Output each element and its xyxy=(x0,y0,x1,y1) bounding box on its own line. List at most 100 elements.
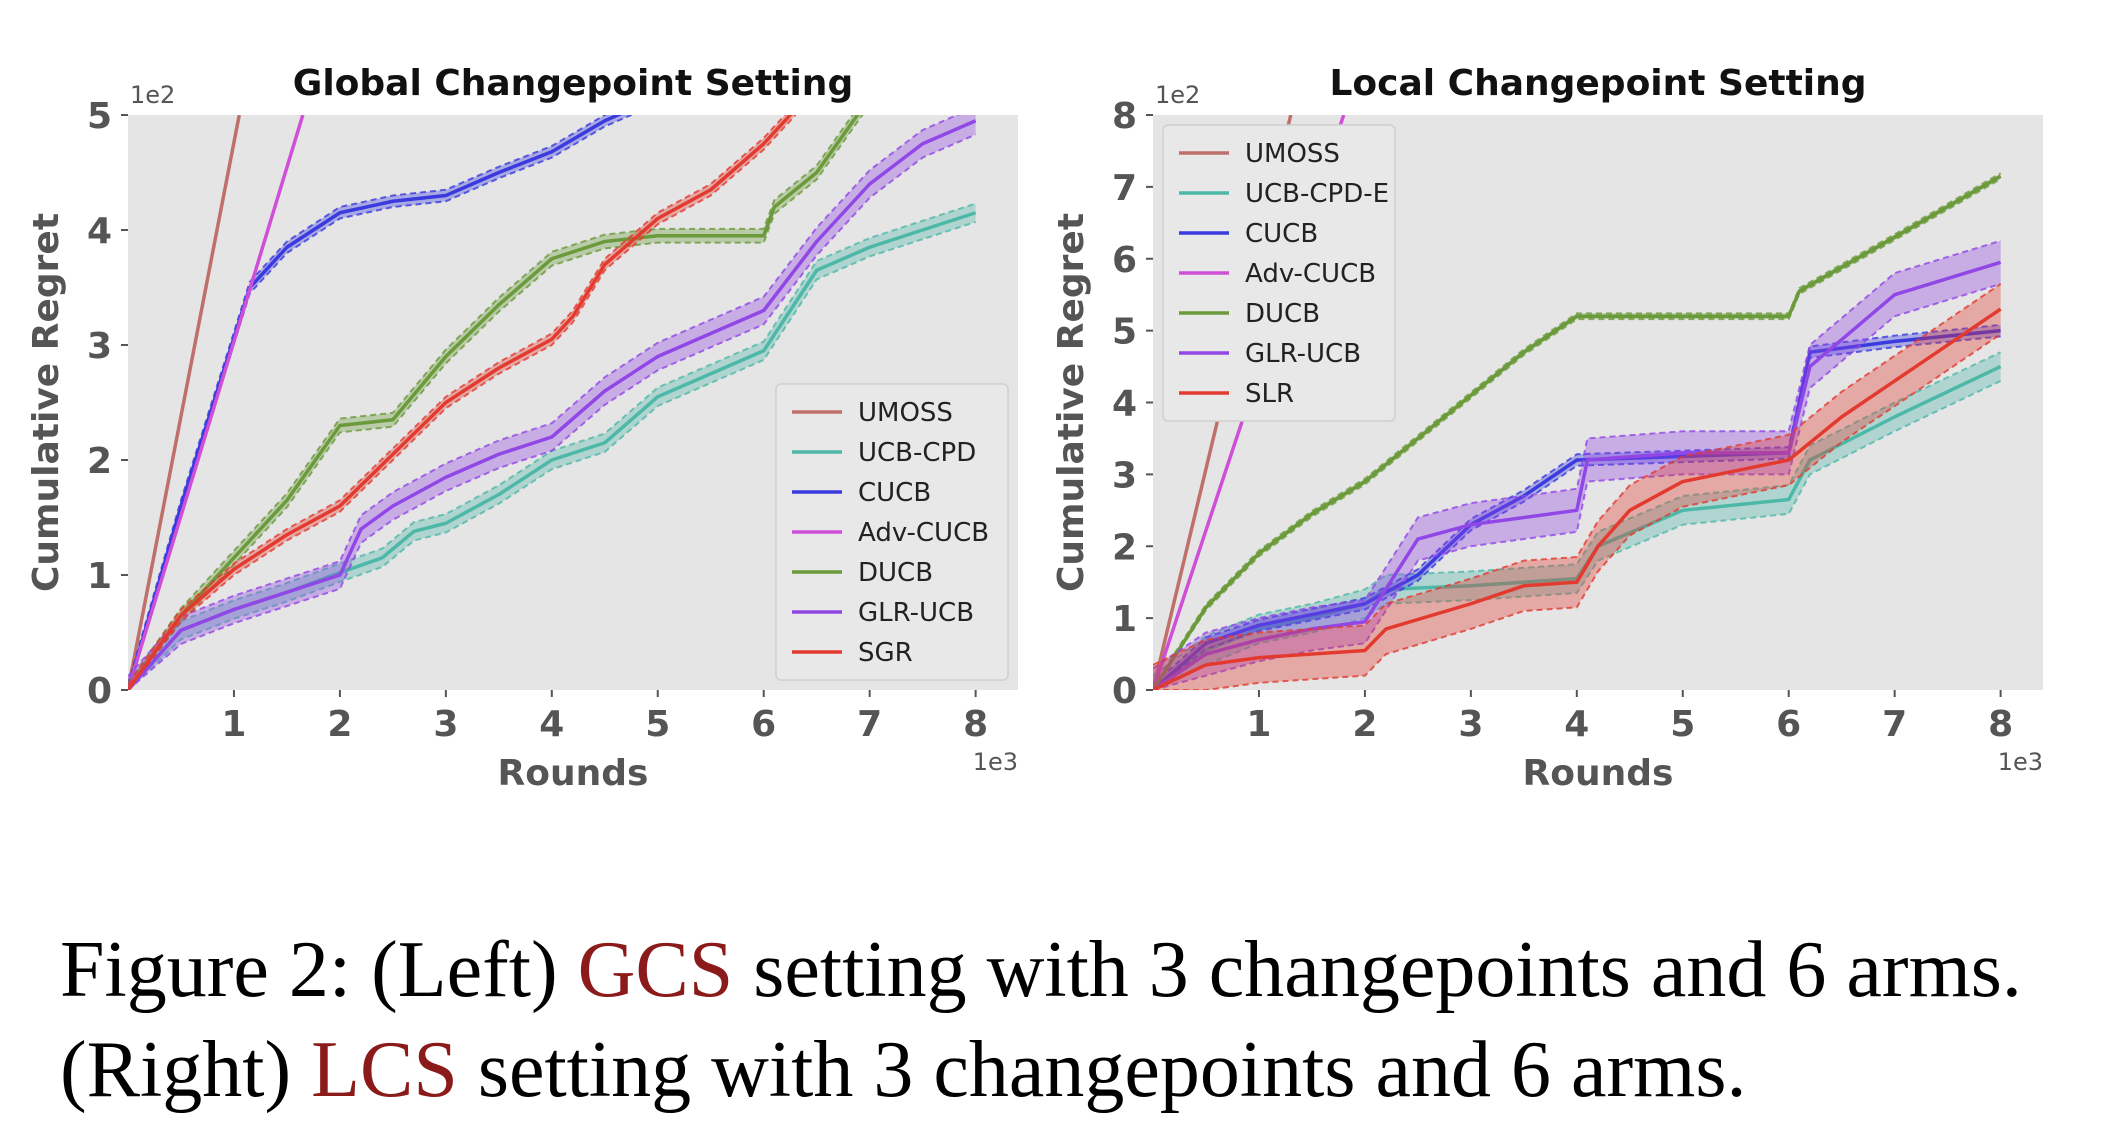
y-tick-label: 7 xyxy=(1112,168,1137,209)
caption-line1-part2: setting with 3 changepoints and 6 arms. xyxy=(733,926,2022,1014)
chart-title: Local Changepoint Setting xyxy=(1329,63,1866,104)
x-tick-label: 1 xyxy=(1246,704,1271,745)
figure: 1 2 3 4 5 6 7 8 0 1 2 3 4 5 1e2 1e3 Global Changepoint S… xyxy=(26,63,2043,794)
y-tick-label: 1 xyxy=(87,556,112,597)
legend-label-adv-cucb: Adv-CUCB xyxy=(1245,259,1376,289)
x-tick-label: 2 xyxy=(327,704,352,745)
x-offset-label: 1e3 xyxy=(973,748,1018,776)
series-line-cucb xyxy=(1153,328,2001,690)
legend-label-slr: SLR xyxy=(1245,379,1294,409)
series-band-glr-ucb xyxy=(128,115,976,690)
y-tick-label: 3 xyxy=(1112,455,1137,496)
legend-label-cucb: CUCB xyxy=(858,478,931,508)
series-band-upper-ucb-cpd xyxy=(128,202,976,682)
series-band-upper-ucb-cpd-e xyxy=(1153,351,2002,677)
series-band-lower-sgr xyxy=(128,115,797,690)
y-tick-label: 2 xyxy=(1112,527,1137,568)
x-axis-label: Rounds xyxy=(1523,753,1674,794)
series-band-lower-slr xyxy=(1153,333,2002,690)
chart-title: Global Changepoint Setting xyxy=(293,63,853,104)
series-group xyxy=(1153,115,2002,690)
legend-label-cucb: CUCB xyxy=(1245,219,1318,249)
series-band-upper-ducb xyxy=(128,115,854,684)
y-tick-label: 3 xyxy=(87,326,112,367)
x-tick-label: 7 xyxy=(1882,704,1907,745)
legend-label-sgr: SGR xyxy=(858,638,913,668)
series-band-upper-sgr xyxy=(128,115,787,685)
left-chart-global-changepoint: 1 2 3 4 5 6 7 8 0 1 2 3 4 5 1e2 1e3 Global Changepoint S… xyxy=(26,63,1018,794)
series-line-sgr xyxy=(128,115,793,690)
series-line-ucb-cpd-e xyxy=(1153,364,2002,690)
y-tick-label: 5 xyxy=(87,96,112,137)
legend-label-glr-ucb: GLR-UCB xyxy=(1245,339,1361,369)
series-band-lower-ucb-cpd-e xyxy=(1153,380,2002,690)
y-tick-label: 8 xyxy=(1112,96,1137,137)
series-line-glr-ucb xyxy=(1153,260,2002,690)
legend-label-umoss: UMOSS xyxy=(858,398,953,428)
caption-line-2: (Right) LCS setting with 3 changepoints … xyxy=(60,1020,2080,1120)
x-tick-label: 3 xyxy=(433,704,458,745)
legend-label-ucb-cpd: UCB-CPD xyxy=(858,438,976,468)
y-tick-label: 0 xyxy=(1112,671,1137,712)
caption-gcs-link[interactable]: GCS xyxy=(577,926,734,1014)
y-tick-label: 4 xyxy=(87,211,112,252)
legend-label-glr-ucb: GLR-UCB xyxy=(858,598,974,628)
y-tick-label: 1 xyxy=(1112,599,1137,640)
x-tick-label: 3 xyxy=(1458,704,1483,745)
series-line-glr-ucb xyxy=(128,119,977,690)
x-tick-label: 1 xyxy=(221,704,246,745)
x-tick-label: 5 xyxy=(1670,704,1695,745)
series-band-lower-cucb xyxy=(1153,335,2001,690)
legend: UMOSS UCB-CPD CUCB Adv-CUCB DUCB GLR-UCB SGR xyxy=(775,383,1009,681)
caption-lcs-link[interactable]: LCS xyxy=(311,1026,458,1114)
y-tick-label: 4 xyxy=(1112,384,1137,425)
legend-box xyxy=(775,383,1009,681)
x-offset-label: 1e3 xyxy=(1998,748,2043,776)
x-tick-label: 7 xyxy=(857,704,882,745)
y-tick-label: 0 xyxy=(87,671,112,712)
series-line-adv-cucb xyxy=(128,115,305,690)
caption-line1-part1: Figure 2: (Left) xyxy=(60,926,578,1014)
series-band-upper-glr-ucb xyxy=(128,115,960,677)
series-band-upper-glr-ucb xyxy=(1153,239,2001,670)
y-tick-label: 6 xyxy=(1112,240,1137,281)
legend-label-ucb-cpd-e: UCB-CPD-E xyxy=(1245,179,1389,209)
y-axis-label: Cumulative Regret xyxy=(26,213,67,592)
y-axis-label: Cumulative Regret xyxy=(1051,213,1092,592)
series-band-lower-ucb-cpd xyxy=(128,220,976,690)
x-tick-label: 8 xyxy=(963,704,988,745)
x-tick-label: 2 xyxy=(1352,704,1377,745)
series-line-umoss xyxy=(128,115,241,690)
series-group xyxy=(128,115,977,690)
x-tick-label: 4 xyxy=(539,704,564,745)
x-tick-label: 6 xyxy=(751,704,776,745)
series-band-slr xyxy=(1153,283,2001,690)
caption-line2-part2: setting with 3 changepoints and 6 arms. xyxy=(457,1026,1747,1114)
series-line-ducb xyxy=(128,115,860,690)
figure-caption: Figure 2: (Left) GCS setting with 3 chan… xyxy=(60,920,2080,1120)
y-tick-label: 2 xyxy=(87,441,112,482)
series-band-lower-cucb xyxy=(128,115,634,690)
x-tick-label: 4 xyxy=(1564,704,1589,745)
x-tick-label: 5 xyxy=(645,704,670,745)
y-tick-label: 5 xyxy=(1112,312,1137,353)
series-line-ducb xyxy=(1153,174,2002,690)
right-chart-local-changepoint: 1 2 3 4 5 6 7 8 0 1 2 3 4 5 6 7 8 1e2 1e3 Local Changepoint… xyxy=(1051,63,2043,794)
series-line-slr xyxy=(1153,307,2002,690)
legend-label-umoss: UMOSS xyxy=(1245,139,1340,169)
series-band-ucb-cpd xyxy=(128,203,976,690)
legend-label-adv-cucb: Adv-CUCB xyxy=(858,518,989,548)
legend: UMOSS UCB-CPD-E CUCB Adv-CUCB DUCB GLR-UCB SLR xyxy=(1162,124,1396,422)
series-band-lower-glr-ucb xyxy=(1153,282,2001,690)
x-axis-label: Rounds xyxy=(498,753,649,794)
legend-label-ducb: DUCB xyxy=(1245,299,1320,329)
caption-line-1: Figure 2: (Left) GCS setting with 3 chan… xyxy=(60,920,2080,1020)
caption-line2-part1: (Right) xyxy=(60,1026,312,1114)
x-tick-label: 6 xyxy=(1776,704,1801,745)
legend-box xyxy=(1162,124,1396,422)
y-offset-label: 1e2 xyxy=(130,81,175,109)
series-band-lower-glr-ucb xyxy=(128,133,977,690)
legend-label-ducb: DUCB xyxy=(858,558,933,588)
x-tick-label: 8 xyxy=(1988,704,2013,745)
y-offset-label: 1e2 xyxy=(1155,81,1200,109)
